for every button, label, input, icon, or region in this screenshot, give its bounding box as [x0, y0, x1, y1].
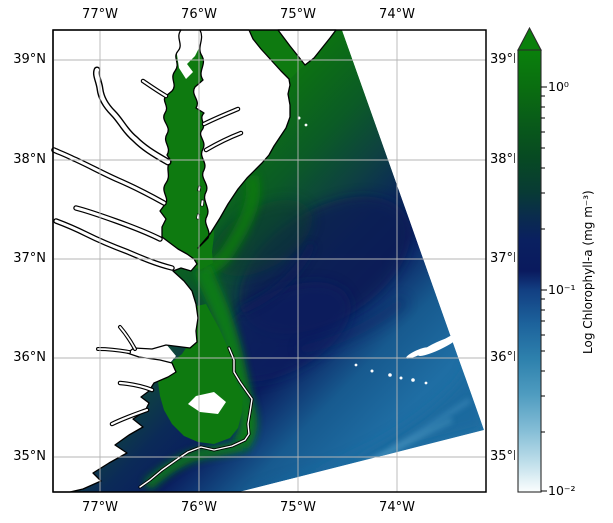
cloud-speck [411, 378, 415, 382]
lat-tick-left-36n: 36°N [13, 350, 46, 365]
cloud-streaks [297, 116, 472, 385]
pamlico-river [118, 381, 154, 392]
nanticoke-river [204, 131, 243, 152]
lon-tick-top-76w: 76°W [181, 7, 217, 22]
outer-banks-barrier [138, 346, 254, 489]
colorbar-tick-1e-1: 10⁻¹ [548, 282, 576, 297]
potomac-river [94, 67, 171, 165]
island [200, 199, 205, 207]
lon-tick-bottom-74w: 74°W [379, 500, 415, 515]
cloud-speck [304, 123, 308, 127]
colorbar-tick-1e-2: 10⁻² [548, 483, 576, 498]
delmarva-peninsula [193, 29, 291, 249]
roanoke-river [97, 348, 130, 353]
chowan-river [119, 326, 136, 350]
lon-tick-bottom-77w: 77°W [82, 500, 118, 515]
offshore-lowchl-wedge [239, 300, 484, 492]
colorbar-ticks [541, 86, 547, 492]
lat-tick-right-37n: 37°N [490, 251, 515, 266]
pamlico-no-data [188, 392, 226, 414]
barrier-island-strip [139, 347, 253, 488]
plot-frame [52, 29, 487, 493]
lat-tick-left-39n: 39°N [13, 52, 46, 67]
choptank-river [202, 107, 240, 126]
cloud-speck [399, 376, 403, 380]
lon-tick-bottom-76w: 76°W [181, 500, 217, 515]
rivers [51, 66, 244, 427]
colorbar-axis-label: Log Chlorophyll-a (mg m⁻³) [581, 190, 595, 354]
cloud-speck [388, 373, 392, 377]
coastal-plume [143, 439, 245, 491]
new-jersey-cape-may [277, 29, 337, 66]
lon-tick-bottom-75w: 75°W [280, 500, 316, 515]
land [52, 29, 337, 493]
lon-tick-top-74w: 74°W [379, 7, 415, 22]
lat-tick-right-36n: 36°N [490, 350, 515, 365]
james-river [54, 219, 174, 270]
colorbar-tick-1e0: 10⁰ [548, 79, 569, 94]
delaware-bay-water [249, 30, 305, 80]
lat-tick-left-35n: 35°N [13, 449, 46, 464]
cloud [406, 347, 428, 359]
colorbar-bar [517, 49, 542, 493]
patapsco-river [141, 79, 168, 98]
cloud-speck [424, 381, 428, 385]
swirl-filament [238, 242, 316, 314]
colorbar-extend-arrow [517, 26, 542, 51]
gridlines [53, 30, 486, 492]
colorbar [517, 26, 547, 493]
lat-tick-left-37n: 37°N [13, 251, 46, 266]
cloud-speck [354, 363, 358, 367]
lon-tick-top-77w: 77°W [82, 7, 118, 22]
lat-tick-left-38n: 38°N [13, 152, 46, 167]
lat-tick-right-35n: 35°N [490, 449, 515, 464]
lat-tick-right-39n: 39°N [490, 52, 515, 67]
neuse-river [110, 408, 149, 426]
sounds-water [158, 304, 243, 444]
coastal-plume [203, 173, 261, 275]
swirl-filament [299, 296, 408, 355]
upper-bay-no-data [176, 30, 203, 79]
york-river [74, 206, 162, 241]
murky-eddy [212, 200, 312, 276]
cloud [417, 336, 459, 356]
lon-tick-top-75w: 75°W [280, 7, 316, 22]
lat-tick-right-38n: 38°N [490, 152, 515, 167]
cloud-speck [370, 369, 374, 373]
rappahannock-river [52, 148, 166, 205]
